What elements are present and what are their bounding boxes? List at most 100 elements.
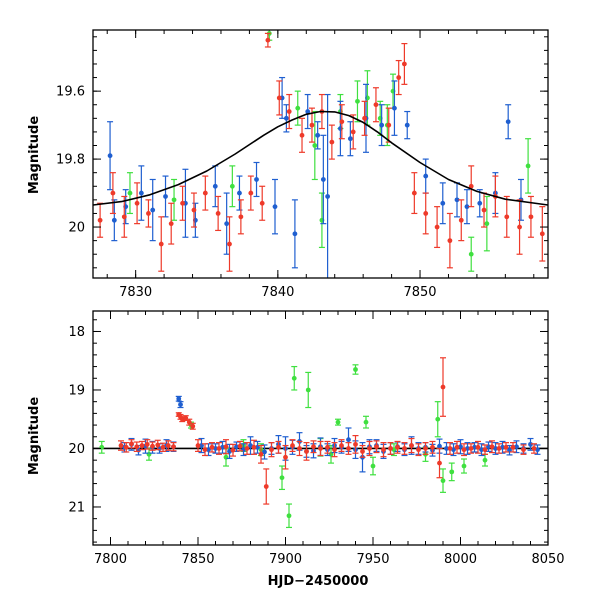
- top-point-blue: [315, 132, 321, 138]
- bottom-panel: 7800 7850 7900 7950 8000 8050 18 19 20 21 Magnitu…: [27, 310, 565, 589]
- bottom-point-green: [461, 463, 467, 469]
- top-point-red: [528, 214, 534, 220]
- bottom-point-red: [346, 446, 351, 451]
- bottom-x-tick-label: 8000: [444, 552, 477, 567]
- top-point-red: [481, 207, 487, 213]
- bottom-point-red: [367, 446, 372, 451]
- bottom-point-red: [165, 443, 171, 448]
- bottom-point-red: [430, 444, 435, 450]
- top-point-blue: [111, 217, 117, 223]
- bottom-x-tick-label: 7950: [356, 552, 389, 567]
- bottom-point-blue: [346, 437, 351, 443]
- bottom-point-red: [123, 444, 129, 450]
- top-point-red: [238, 214, 244, 220]
- top-point-red: [134, 200, 140, 206]
- top-point-red: [299, 132, 305, 138]
- bottom-point-red: [290, 443, 295, 448]
- bottom-plot-area: [93, 357, 548, 529]
- bottom-point-red: [423, 446, 428, 451]
- bottom-point-green: [335, 419, 341, 425]
- bottom-point-red: [160, 444, 166, 450]
- bottom-x-tick-label: 7800: [94, 552, 127, 567]
- bottom-x-tick-label: 8050: [531, 552, 564, 567]
- bottom-point-red: [276, 444, 281, 450]
- top-point-red: [259, 200, 265, 206]
- top-point-red: [215, 211, 221, 216]
- top-point-green: [229, 183, 235, 189]
- top-point-blue: [320, 177, 326, 182]
- bottom-point-red: [381, 447, 386, 453]
- bottom-point-red: [216, 446, 222, 451]
- top-point-blue: [292, 231, 298, 237]
- top-x-tick-label: 7840: [261, 285, 294, 300]
- bottom-point-green: [440, 478, 446, 484]
- bottom-point-red: [468, 446, 474, 451]
- bottom-point-blue: [479, 447, 484, 453]
- top-point-red: [168, 221, 174, 227]
- top-point-green: [484, 221, 490, 227]
- bottom-point-red: [339, 443, 344, 448]
- bottom-point-red: [155, 442, 161, 448]
- top-model-curve: [93, 110, 548, 206]
- bottom-point-green: [279, 475, 285, 481]
- top-point-blue: [254, 177, 259, 182]
- bottom-point-green: [435, 416, 441, 422]
- bottom-point-red: [521, 447, 526, 453]
- bottom-point-red: [416, 447, 421, 453]
- top-point-green: [312, 143, 318, 148]
- bottom-point-green: [449, 469, 455, 475]
- top-point-red: [121, 214, 127, 220]
- top-point-red: [339, 119, 345, 125]
- bottom-point-red: [402, 446, 407, 451]
- bottom-y-tick-label: 19: [68, 383, 85, 398]
- top-point-blue: [454, 197, 460, 203]
- top-frame: [92, 29, 549, 279]
- bottom-point-red: [374, 444, 379, 450]
- top-point-blue: [283, 115, 289, 121]
- bottom-point-red: [144, 441, 150, 447]
- bottom-point-red: [395, 444, 400, 450]
- top-point-blue: [163, 194, 168, 199]
- bottom-point-red: [258, 451, 264, 457]
- top-point-red: [248, 190, 254, 196]
- bottom-point-green: [353, 367, 358, 372]
- bottom-point-green: [305, 387, 311, 393]
- bottom-point-red: [360, 449, 365, 454]
- top-x-tick-label: 7850: [403, 285, 436, 300]
- bottom-y-tick-label: 21: [68, 500, 85, 515]
- bottom-point-blue: [178, 402, 183, 407]
- top-point-green: [295, 105, 301, 111]
- top-point-red: [276, 95, 282, 101]
- bottom-point-blue: [176, 396, 182, 402]
- bottom-point-red: [202, 447, 208, 453]
- bottom-point-red: [409, 443, 414, 448]
- bottom-point-red: [134, 444, 140, 450]
- top-point-green: [468, 251, 474, 257]
- bottom-point-red: [388, 446, 393, 451]
- bottom-point-red: [510, 444, 516, 450]
- bottom-point-red: [297, 446, 302, 451]
- bottom-point-red: [461, 447, 467, 453]
- bottom-point-red: [489, 444, 495, 450]
- bottom-point-green: [370, 463, 376, 469]
- top-point-red: [146, 211, 151, 216]
- top-point-blue: [272, 204, 278, 210]
- bottom-point-red: [304, 449, 309, 454]
- top-point-blue: [224, 221, 230, 227]
- bottom-point-red: [237, 443, 243, 449]
- top-point-red: [458, 217, 464, 223]
- top-point-red: [434, 224, 440, 230]
- bottom-point-green: [99, 444, 105, 450]
- bottom-point-red: [325, 444, 330, 450]
- top-point-red: [362, 115, 367, 121]
- top-point-blue: [392, 105, 397, 111]
- top-point-red: [468, 183, 474, 189]
- bottom-point-red: [437, 460, 442, 466]
- bottom-point-red: [139, 443, 145, 448]
- top-plot-area: [93, 30, 548, 278]
- top-point-blue: [138, 190, 144, 196]
- bottom-x-axis-label: HJD−2450000: [268, 574, 369, 589]
- bottom-point-red: [150, 443, 155, 449]
